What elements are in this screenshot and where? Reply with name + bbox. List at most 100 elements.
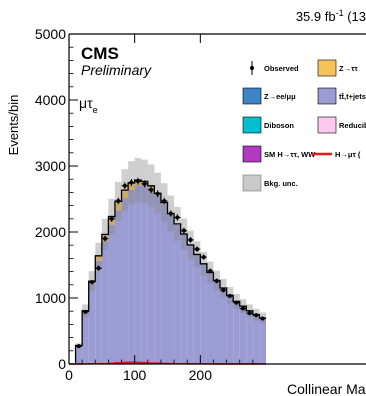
legend-label-4: Diboson	[264, 121, 294, 130]
legend-label-2: Z→ee/μμ	[264, 92, 296, 101]
y-tick-label-5: 5000	[35, 26, 66, 42]
bar-4-28	[252, 314, 260, 364]
bar-5-4	[95, 255, 102, 261]
legend-entry-0: Observed	[250, 61, 299, 75]
x-tick-label-1: 100	[123, 367, 147, 383]
bar-4-16	[174, 224, 181, 363]
legend-label-0: Observed	[264, 64, 299, 73]
data-point-12	[154, 190, 161, 198]
bar-4-6	[108, 224, 115, 363]
data-point-16	[180, 227, 188, 234]
stacked-bars	[75, 179, 266, 365]
legend-entry-1: Z→ττ	[317, 59, 358, 77]
bar-4-27	[246, 310, 253, 364]
data-point-23	[226, 293, 234, 299]
data-point-28	[259, 316, 266, 321]
bar-4-13	[154, 195, 161, 363]
channel-label: μτe	[79, 95, 98, 115]
bar-4-29	[259, 318, 266, 364]
data-point-27	[252, 313, 260, 318]
data-point-3	[95, 265, 102, 271]
data-point-13	[160, 197, 168, 205]
bar-4-12	[147, 188, 155, 363]
y-tick-label-4: 4000	[35, 92, 66, 108]
legend-label-5: Reducibl	[339, 121, 366, 130]
data-point-0	[75, 344, 83, 349]
bar-5-7	[114, 201, 122, 211]
data-point-17	[187, 237, 194, 243]
bar-4-7	[114, 210, 122, 363]
observed-points	[75, 177, 266, 349]
data-point-10	[141, 180, 148, 188]
bar-4-20	[200, 264, 207, 364]
data-point-22	[220, 287, 227, 293]
bar-3-5	[101, 362, 109, 363]
preliminary-label: Preliminary	[81, 62, 152, 78]
data-point-8	[128, 179, 135, 186]
bar-4-24	[226, 295, 234, 364]
legend: Observed Z→ττ Z→ee/μμ tt̄,t+jets Diboson Redu…	[242, 59, 366, 192]
data-point-15	[174, 214, 181, 221]
bar-4-4	[95, 260, 102, 363]
bar-2-9	[128, 362, 135, 364]
data-point-6	[114, 197, 122, 205]
bar-4-21	[206, 272, 214, 364]
lumi-label: 35.9 fb-1 (13	[296, 8, 366, 24]
legend-entry-5: Reducibl	[317, 116, 366, 134]
legend-entry-8: Bkg. unc.	[242, 174, 298, 192]
legend-entry-4: Diboson	[242, 116, 294, 134]
bar-4-8	[121, 198, 129, 363]
bar-4-1	[75, 345, 83, 364]
x-tick-label-2: 200	[189, 367, 213, 383]
bar-5-8	[121, 190, 129, 199]
x-tick-label-0: 0	[65, 367, 73, 383]
bar-4-11	[141, 185, 148, 363]
bar-4-22	[213, 280, 221, 364]
data-point-26	[246, 311, 253, 316]
bar-4-23	[220, 288, 227, 364]
data-point-18	[193, 246, 201, 252]
cms-label: CMS	[81, 44, 119, 63]
y-tick-label-1: 1000	[35, 290, 66, 306]
y-tick-label-2: 2000	[35, 224, 66, 240]
legend-label-6: SM H→ττ, WW	[264, 150, 316, 159]
data-point-9	[134, 177, 142, 185]
axes: 0 1000 2000 3000 4000 5000 0 100 200	[35, 26, 366, 383]
legend-entry-6: SM H→ττ, WW	[242, 145, 316, 163]
data-point-21	[213, 278, 221, 284]
bar-4-17	[180, 234, 188, 363]
legend-label-8: Bkg. unc.	[264, 179, 298, 188]
y-tick-label-0: 0	[58, 356, 66, 372]
bar-5-9	[128, 182, 135, 190]
x-axis-label: Collinear Mass	[287, 381, 366, 396]
data-point-5	[108, 215, 115, 222]
bar-4-15	[167, 214, 175, 363]
bar-4-10	[134, 185, 142, 363]
data-point-25	[239, 306, 247, 311]
legend-label-1: Z→ττ	[339, 64, 358, 73]
bar-3-3	[88, 362, 96, 364]
bar-4-19	[193, 254, 201, 364]
bar-4-9	[128, 189, 135, 363]
bar-3-4	[95, 362, 102, 364]
data-point-2	[88, 279, 96, 285]
data-point-4	[101, 235, 109, 242]
bar-4-25	[233, 301, 240, 364]
data-point-14	[167, 210, 175, 217]
y-tick-label-3: 3000	[35, 158, 66, 174]
data-point-20	[206, 268, 214, 274]
data-point-11	[147, 186, 155, 194]
legend-entry-2: Z→ee/μμ	[242, 87, 296, 105]
bar-4-5	[101, 241, 109, 363]
bar-4-3	[88, 284, 96, 363]
data-point-7	[121, 182, 129, 190]
legend-label-7: H→μτ (	[335, 150, 361, 159]
total-background-outline	[69, 179, 266, 365]
y-axis-label: Events/bin	[6, 95, 21, 156]
data-point-1	[82, 309, 89, 314]
bar-4-14	[160, 204, 168, 363]
bar-4-26	[239, 306, 247, 364]
data-point-24	[233, 300, 240, 305]
legend-entry-3: tt̄,t+jets	[317, 87, 366, 105]
